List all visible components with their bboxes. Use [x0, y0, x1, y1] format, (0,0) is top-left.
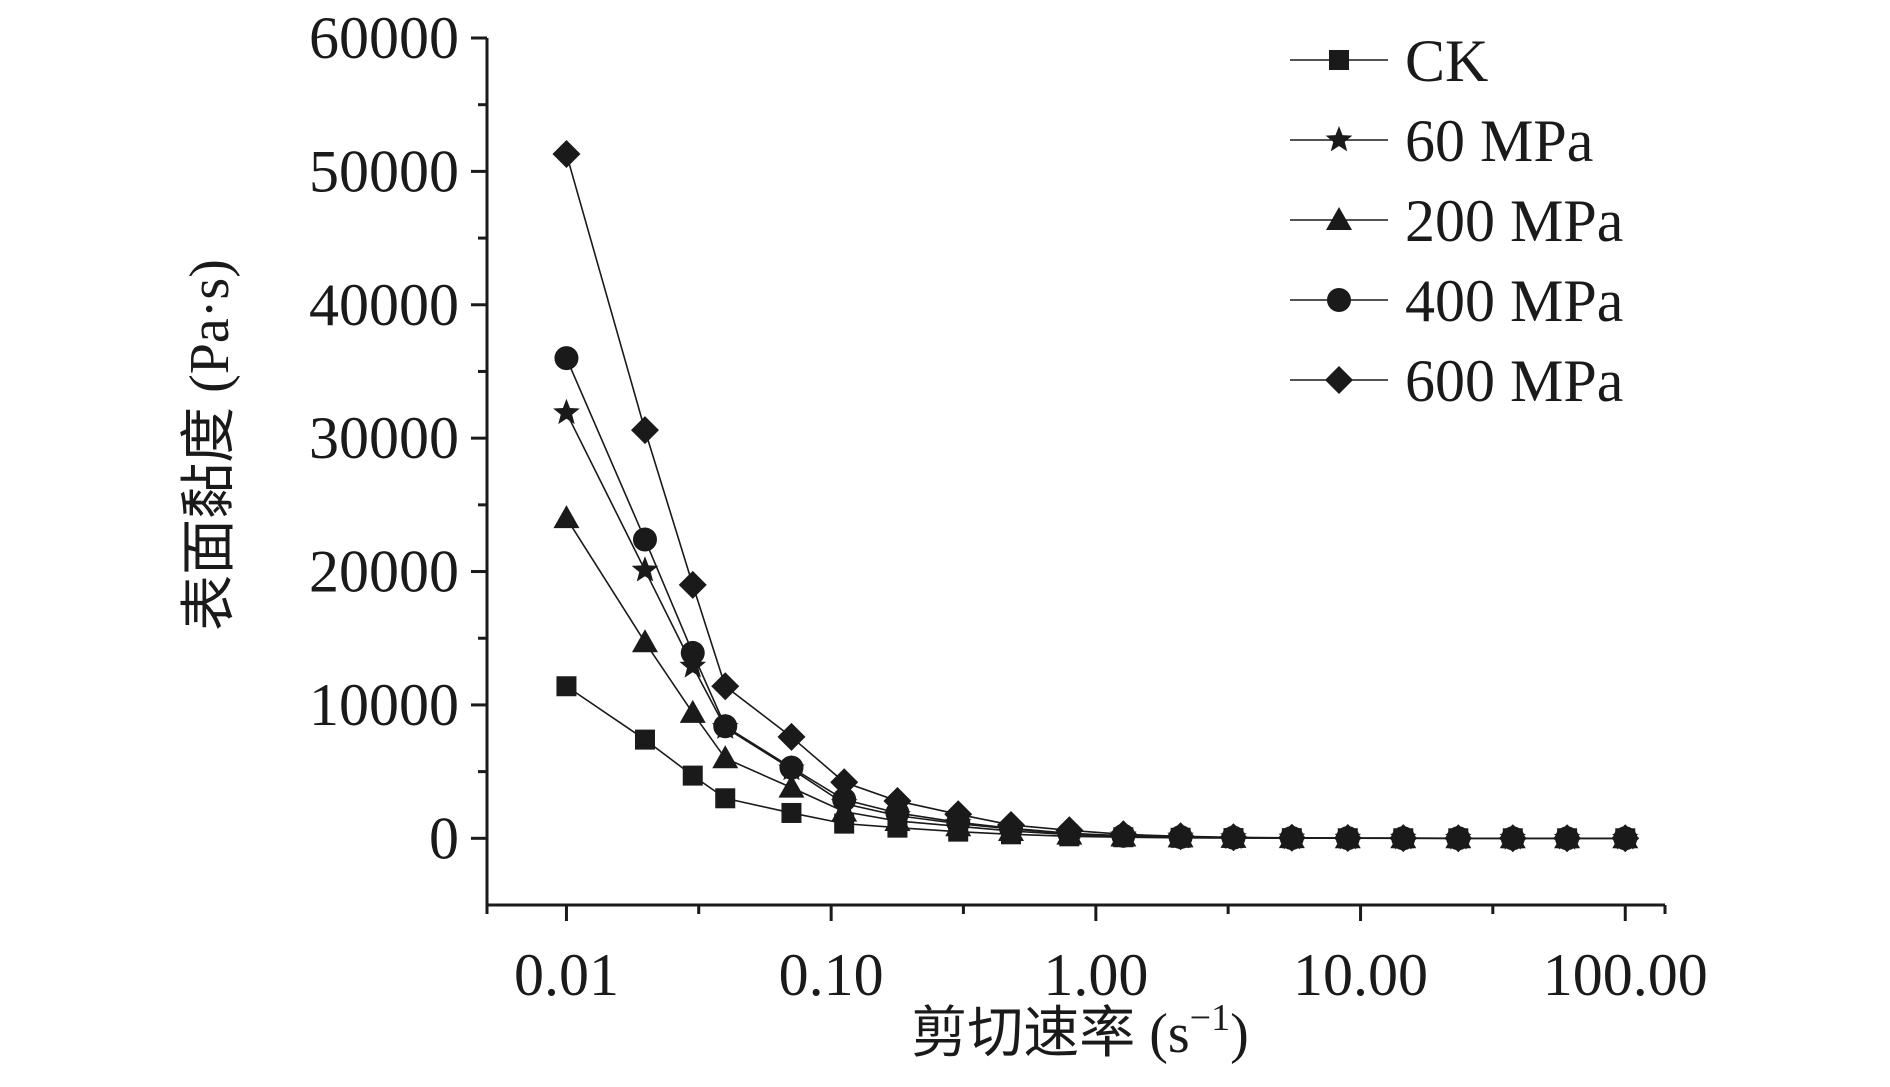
legend-label: 400 MPa [1405, 268, 1623, 334]
data-point-star [679, 652, 707, 678]
data-point-triangle [778, 774, 805, 798]
data-point-triangle [712, 745, 739, 769]
x-axis-title: 剪切速率 (s−1) [911, 997, 1249, 1065]
legend-label: 200 MPa [1405, 188, 1623, 254]
data-point-diamond [552, 140, 581, 169]
data-point-square [556, 676, 577, 697]
data-point-circle [680, 640, 705, 665]
legend-marker-star [1325, 126, 1353, 152]
y-tick-label: 60000 [309, 5, 459, 71]
axes [485, 38, 1665, 907]
data-point-diamond [678, 570, 707, 599]
series-circle [554, 346, 1638, 851]
series-layer [552, 140, 1640, 853]
x-tick-label: 0.10 [779, 942, 884, 1008]
data-point-diamond [1166, 822, 1195, 851]
series-line-star [565, 412, 1626, 840]
data-point-diamond [1333, 824, 1362, 853]
legend-label: 600 MPa [1405, 348, 1623, 414]
y-tick-label: 40000 [309, 272, 459, 338]
y-tick-label: 50000 [309, 138, 459, 204]
data-point-square [634, 729, 655, 750]
data-point-triangle [631, 629, 658, 653]
x-ticks: 0.01 0.10 1.00 10.00 100.00 [485, 905, 1708, 1008]
legend-entry: CK [1290, 28, 1488, 94]
y-axis-title: 表面黏度 (Pa·s) [179, 259, 241, 631]
x-tick-label: 10.00 [1293, 942, 1428, 1008]
legend-entry: 600 MPa [1290, 348, 1623, 414]
data-point-circle [554, 346, 579, 371]
data-point-circle [632, 527, 657, 552]
data-point-diamond [1277, 823, 1306, 852]
data-point-triangle [553, 505, 580, 529]
legend-label: CK [1405, 28, 1488, 94]
x-tick-label: 0.01 [514, 942, 619, 1008]
data-point-triangle [679, 699, 706, 723]
legend-entry: 200 MPa [1290, 188, 1623, 254]
y-tick-label: 20000 [309, 539, 459, 605]
series-diamond [552, 140, 1640, 853]
x-tick-label: 1.00 [1043, 942, 1148, 1008]
y-tick-label: 0 [429, 805, 459, 871]
legend-marker-triangle [1326, 207, 1352, 230]
legend-marker-diamond [1325, 366, 1353, 394]
data-point-diamond [1389, 824, 1418, 853]
legend-entry: 60 MPa [1290, 108, 1593, 174]
legend: CK 60 MPa 200 MPa 400 MPa 600 MPa [1290, 28, 1623, 414]
data-point-square [682, 765, 703, 786]
data-point-square [781, 802, 802, 823]
data-point-square [715, 788, 736, 809]
data-point-star [553, 398, 580, 425]
legend-marker-circle [1327, 288, 1351, 312]
data-point-diamond [883, 786, 912, 815]
data-point-diamond [996, 810, 1025, 839]
data-point-diamond [711, 672, 740, 701]
data-point-diamond [1444, 824, 1473, 853]
y-tick-label: 10000 [309, 672, 459, 738]
y-tick-label: 30000 [309, 405, 459, 471]
legend-marker-square [1329, 50, 1349, 70]
data-point-diamond [944, 800, 973, 829]
legend-entry: 400 MPa [1290, 268, 1623, 334]
data-point-diamond [1611, 824, 1640, 853]
data-point-diamond [1553, 824, 1582, 853]
data-point-circle [779, 755, 804, 780]
data-point-diamond [777, 722, 806, 751]
series-star [553, 398, 1639, 850]
data-point-diamond [630, 416, 659, 445]
y-ticks: 0 10000 20000 30000 40000 50000 60000 [309, 5, 487, 871]
data-point-diamond [1219, 823, 1248, 852]
data-point-diamond [1055, 816, 1084, 845]
data-point-circle [832, 787, 857, 812]
data-point-diamond [1498, 824, 1527, 853]
data-point-diamond [1109, 820, 1138, 849]
legend-label: 60 MPa [1405, 108, 1593, 174]
data-point-star [631, 556, 659, 582]
data-point-diamond [830, 768, 859, 797]
data-point-circle [713, 714, 738, 739]
x-tick-label: 100.00 [1543, 942, 1708, 1008]
